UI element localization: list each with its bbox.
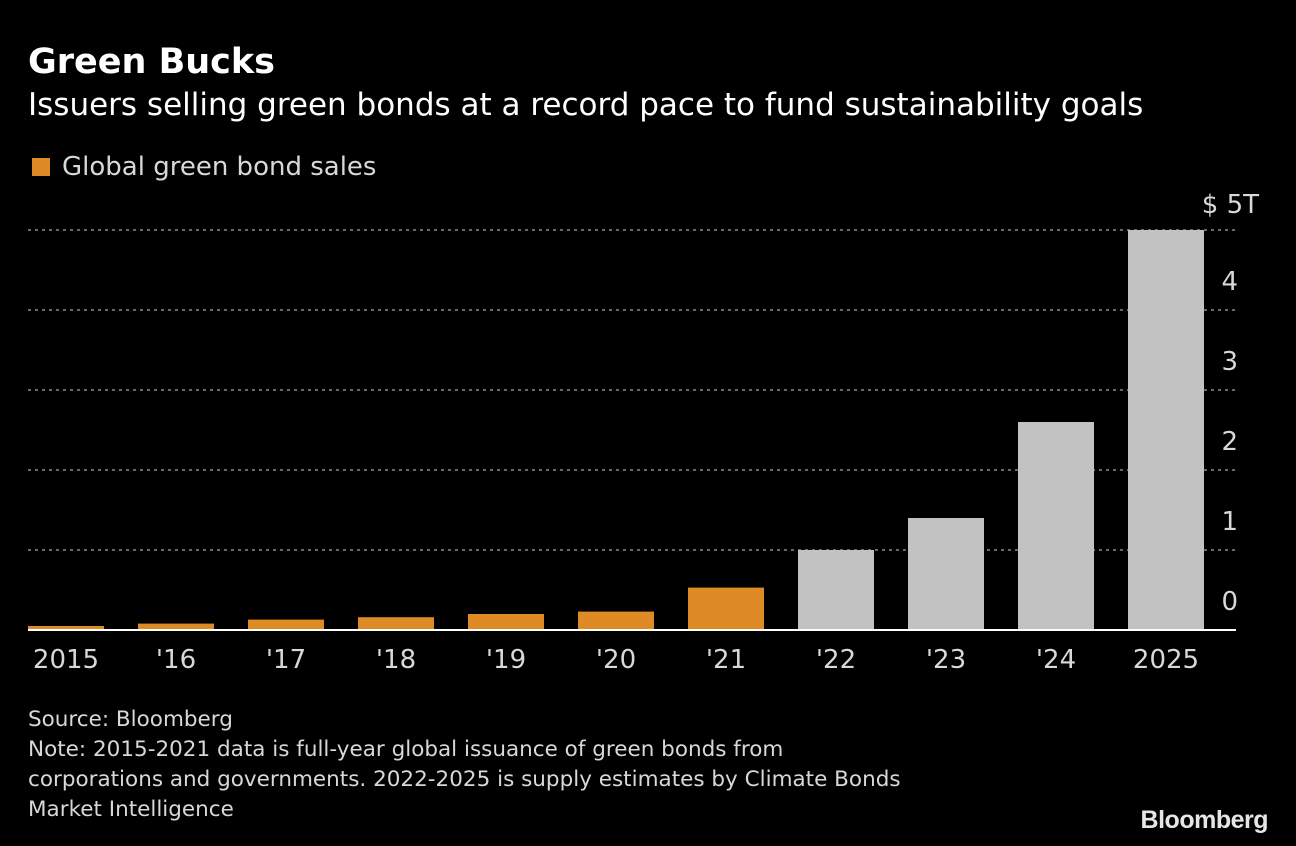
x-tick-label: '21	[706, 645, 746, 675]
x-tick-label: 2025	[1133, 645, 1199, 675]
x-tick-label: '20	[596, 645, 636, 675]
x-tick-label: '18	[376, 645, 416, 675]
x-tick-label: '16	[156, 645, 196, 675]
bar	[578, 611, 654, 630]
bar	[688, 587, 764, 630]
bar	[1018, 422, 1094, 630]
bar	[1128, 230, 1204, 630]
x-tick-label: 2015	[33, 645, 99, 675]
gridlines	[28, 229, 1236, 551]
x-tick-label: '22	[816, 645, 856, 675]
y-tick-label: 1	[1221, 507, 1238, 537]
bar	[138, 623, 214, 630]
note-line-2: corporations and governments. 2022-2025 …	[28, 767, 901, 792]
bar	[358, 617, 434, 630]
bar	[908, 518, 984, 630]
source-note: Source: Bloomberg	[28, 707, 233, 732]
legend: Global green bond sales	[32, 152, 376, 182]
legend-label: Global green bond sales	[62, 152, 377, 182]
y-tick-label: $ 5T	[1202, 190, 1259, 220]
bar	[798, 550, 874, 630]
chart-title: Green Bucks	[28, 42, 276, 82]
bar	[28, 626, 104, 630]
bars	[28, 230, 1204, 630]
bar	[468, 614, 544, 630]
note-line-3: Market Intelligence	[28, 797, 234, 822]
axes: 0 1 2 3 4 $ 5T 2015 '16 '17 '18 '19 '20 '21 '22 '23 '24…	[28, 190, 1259, 675]
y-tick-label: 3	[1221, 347, 1238, 377]
x-tick-label: '23	[926, 645, 966, 675]
note-line-1: Note: 2015-2021 data is full-year global…	[28, 737, 784, 762]
x-tick-label: '17	[266, 645, 306, 675]
bar	[248, 619, 324, 630]
x-tick-label: '24	[1036, 645, 1076, 675]
chart-subtitle: Issuers selling green bonds at a record …	[28, 87, 1144, 123]
footer: Source: Bloomberg Note: 2015-2021 data i…	[28, 705, 901, 825]
y-tick-label: 2	[1221, 427, 1238, 457]
bloomberg-logo: Bloomberg	[1140, 806, 1269, 834]
x-tick-label: '19	[486, 645, 526, 675]
legend-swatch	[32, 158, 50, 176]
y-tick-label: 0	[1221, 587, 1238, 617]
y-tick-label: 4	[1221, 267, 1238, 297]
